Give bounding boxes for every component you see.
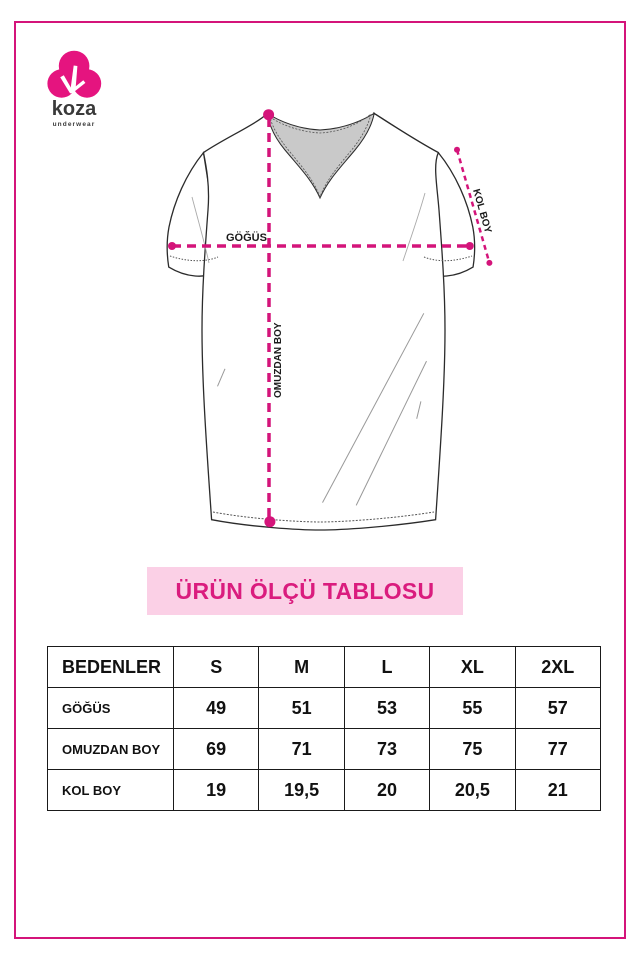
- svg-text:GÖĞÜS: GÖĞÜS: [226, 231, 267, 244]
- svg-text:OMUZDAN BOY: OMUZDAN BOY: [273, 322, 284, 398]
